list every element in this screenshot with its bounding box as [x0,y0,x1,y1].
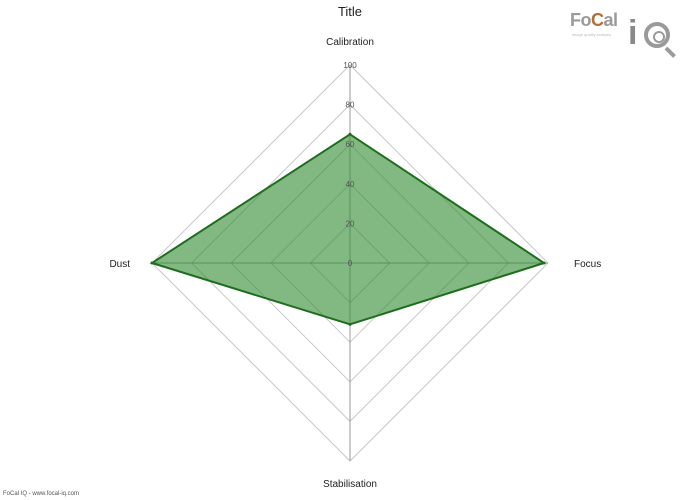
axis-label-calibration: Calibration [326,37,374,48]
magnifier-handle [664,46,676,58]
data-point-stabilisation [348,322,352,326]
logo-tagline: image quality analysis [572,32,612,37]
tick-label-0: 0 [348,259,353,268]
data-point-focus [542,261,546,265]
tick-label-80: 80 [346,101,355,110]
magnifier-icon [644,22,670,48]
chart-title: Title [337,4,363,19]
tick-label-20: 20 [346,219,355,228]
tick-label-40: 40 [346,180,355,189]
tick-label-100: 100 [343,61,357,70]
footer-credit: FoCal IQ - www.focal-iq.com [3,491,80,497]
axis-label-dust: Dust [109,259,130,270]
logo-wordmark: FoCal [570,10,618,30]
data-point-dust [150,261,154,265]
data-point-calibration [348,132,352,136]
series-area-0 [149,133,547,326]
tick-label-60: 60 [346,140,355,149]
axis-label-focus: Focus [574,259,601,270]
axis-label-stabilisation: Stabilisation [323,479,377,490]
logo-iq-letter: i [628,14,638,52]
focal-iq-logo: FoCal image quality analysis i [570,10,680,60]
